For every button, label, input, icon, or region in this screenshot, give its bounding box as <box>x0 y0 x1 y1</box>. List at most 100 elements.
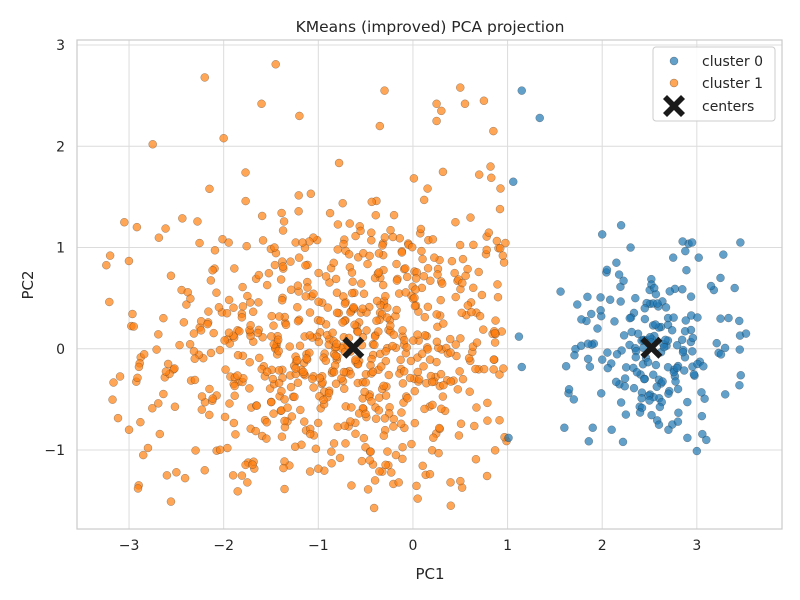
cluster-1-point <box>490 329 500 338</box>
center-marker <box>640 336 663 359</box>
cluster-0-point <box>672 340 682 350</box>
cluster-0-point <box>602 265 612 275</box>
cluster-1-point <box>489 126 498 136</box>
cluster-0-point <box>645 396 654 405</box>
cluster-1-point <box>351 429 360 439</box>
cluster-1-point <box>344 250 354 259</box>
cluster-1-point <box>321 272 331 281</box>
cluster-0-point <box>614 270 624 279</box>
cluster-0-point <box>621 363 631 372</box>
cluster-1-point <box>257 99 266 109</box>
cluster-1-point <box>306 189 316 199</box>
cluster-1-point <box>328 328 337 337</box>
cluster-1-point <box>335 453 345 463</box>
cluster-1-point <box>381 347 390 356</box>
cluster-1-point <box>105 251 115 260</box>
cluster-1-point <box>432 116 441 126</box>
cluster-1-point <box>262 367 272 377</box>
cluster-1-point <box>357 456 367 466</box>
cluster-1-point <box>197 392 207 401</box>
cluster-1-point <box>268 374 278 384</box>
cluster-1-point <box>334 158 344 168</box>
cluster-1-point <box>214 303 224 312</box>
cluster-1-point <box>338 318 347 327</box>
cluster-1-point <box>356 279 366 288</box>
cluster-1-point <box>455 367 464 376</box>
cluster-1-point <box>351 355 360 364</box>
cluster-0-point <box>514 332 524 341</box>
cluster-1-point <box>408 336 418 345</box>
cluster-0-point <box>597 230 607 239</box>
cluster-1-point <box>495 416 504 425</box>
cluster-0-point <box>631 352 641 362</box>
cluster-1-point <box>407 439 416 449</box>
cluster-0-point <box>504 433 513 443</box>
cluster-1-point <box>233 350 243 360</box>
cluster-1-point <box>361 378 370 387</box>
cluster-0-point <box>508 177 518 186</box>
cluster-1-point <box>382 313 392 322</box>
cluster-1-point <box>405 373 415 383</box>
cluster-1-point <box>195 238 204 248</box>
cluster-0-point <box>583 292 592 302</box>
cluster-1-point <box>333 220 343 229</box>
cluster-1-point <box>105 297 114 307</box>
cluster-1-point <box>245 357 254 367</box>
cluster-0-point <box>570 351 579 360</box>
cluster-1-point <box>200 73 210 82</box>
cluster-1-point <box>333 422 343 432</box>
cluster-1-point <box>333 245 342 254</box>
cluster-1-point <box>189 346 199 356</box>
cluster-1-point <box>416 224 426 234</box>
cluster-1-point <box>266 332 276 341</box>
cluster-0-point <box>669 313 678 322</box>
cluster-0-point <box>564 385 574 394</box>
cluster-1-point <box>496 184 505 193</box>
cluster-1-point <box>233 487 242 496</box>
cluster-0-point <box>627 327 636 337</box>
cluster-1-point <box>280 416 289 426</box>
cluster-0-point <box>736 238 745 247</box>
cluster-1-point <box>381 356 391 366</box>
cluster-0-point <box>716 314 725 323</box>
cluster-1-point <box>148 404 157 413</box>
cluster-0-point <box>616 297 625 306</box>
cluster-1-point <box>386 225 395 235</box>
cluster-1-point <box>305 429 315 439</box>
cluster-1-point <box>159 313 168 323</box>
cluster-1-point <box>166 271 176 281</box>
cluster-0-point <box>688 333 698 343</box>
cluster-1-point <box>429 433 438 443</box>
cluster-1-point <box>401 288 410 297</box>
cluster-1-point <box>397 408 406 417</box>
cluster-1-point <box>470 421 479 431</box>
cluster-0-point <box>626 243 635 252</box>
cluster-1-point <box>305 331 315 340</box>
cluster-1-point <box>381 460 390 470</box>
cluster-1-point <box>133 484 143 493</box>
cluster-1-point <box>419 195 429 205</box>
cluster-1-point <box>301 292 310 301</box>
cluster-0-point <box>724 313 733 323</box>
cluster-1-point <box>413 330 422 339</box>
cluster-1-point <box>420 331 430 340</box>
cluster-1-point <box>190 354 199 364</box>
cluster-0-point <box>683 397 692 407</box>
cluster-1-point <box>283 403 292 412</box>
cluster-1-point <box>294 191 303 200</box>
cluster-1-point <box>466 213 475 222</box>
cluster-1-point <box>277 296 287 305</box>
cluster-1-point <box>287 412 297 421</box>
cluster-1-point <box>418 254 427 264</box>
cluster-1-point <box>417 349 427 358</box>
cluster-1-point <box>315 373 324 383</box>
cluster-0-point <box>603 363 613 373</box>
cluster-1-point <box>409 174 419 183</box>
cluster-1-point <box>329 258 338 268</box>
cluster-1-point <box>274 366 284 375</box>
cluster-1-point <box>423 345 432 354</box>
cluster-1-point <box>433 270 442 279</box>
cluster-1-point <box>388 341 397 351</box>
cluster-1-point <box>277 208 286 218</box>
cluster-1-point <box>185 339 195 349</box>
